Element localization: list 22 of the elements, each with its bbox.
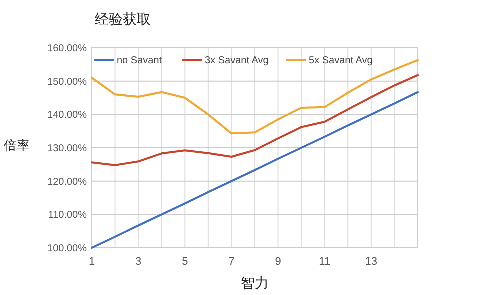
x-tick-label: 11 — [319, 256, 331, 268]
legend-label: 5x Savant Avg — [309, 56, 373, 66]
line-series — [91, 74, 419, 166]
x-tick-label: 1 — [88, 256, 96, 268]
line-series — [91, 91, 419, 249]
y-tick-label: 140.00% — [48, 110, 88, 122]
legend-label: no Savant — [117, 56, 162, 66]
x-axis-title: 智力 — [241, 275, 269, 291]
x-tick-label: 13 — [365, 256, 378, 268]
y-tick-label: 150.00% — [48, 76, 88, 88]
x-tick-label: 5 — [182, 256, 188, 268]
x-tick-label: 3 — [136, 256, 142, 268]
legend-label: 3x Savant Avg — [205, 56, 269, 66]
y-tick-label: 100.00% — [48, 244, 88, 254]
y-axis-title: 倍率 — [4, 138, 30, 153]
x-tick-label: 7 — [228, 256, 235, 268]
y-tick-label: 110.00% — [48, 210, 88, 222]
y-tick-label: 160.00% — [48, 44, 88, 54]
x-tick-label: 9 — [275, 256, 282, 268]
y-tick-label: 120.00% — [48, 176, 88, 188]
y-tick-label: 130.00% — [48, 144, 88, 154]
chart-title: 经验获取 — [95, 11, 151, 27]
